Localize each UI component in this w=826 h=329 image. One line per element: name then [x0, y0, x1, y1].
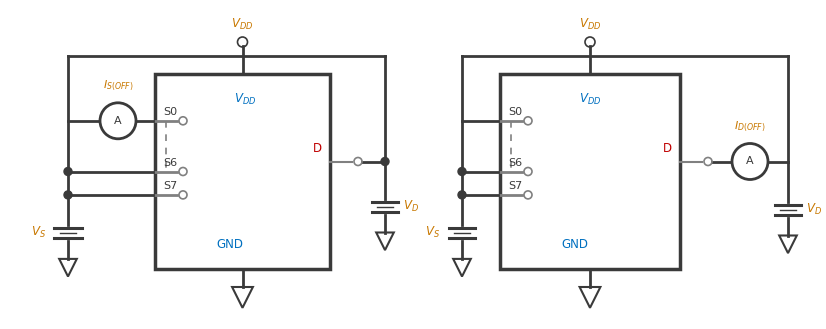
Text: $V_S$: $V_S$ [31, 225, 46, 240]
Circle shape [732, 143, 768, 180]
Text: S7: S7 [508, 181, 522, 191]
Text: A: A [114, 116, 121, 126]
Bar [500, 74, 680, 269]
Text: A: A [746, 157, 754, 166]
Text: S0: S0 [508, 107, 522, 117]
Text: S6: S6 [163, 158, 177, 167]
Bar [155, 74, 330, 269]
Circle shape [458, 191, 466, 199]
Circle shape [381, 158, 389, 165]
Text: $V_{DD}$: $V_{DD}$ [231, 17, 254, 32]
Text: $V_D$: $V_D$ [806, 202, 822, 217]
Text: D: D [313, 142, 322, 156]
Text: $V_{DD}$: $V_{DD}$ [234, 92, 256, 107]
Text: GND: GND [216, 238, 244, 251]
Circle shape [64, 191, 72, 199]
Text: $I_{D(OFF)}$: $I_{D(OFF)}$ [734, 119, 766, 134]
Circle shape [458, 167, 466, 175]
Text: $V_D$: $V_D$ [403, 199, 419, 214]
Text: D: D [663, 142, 672, 156]
Text: S6: S6 [508, 158, 522, 167]
Text: S7: S7 [163, 181, 178, 191]
Text: $V_S$: $V_S$ [425, 225, 440, 240]
Text: $V_{DD}$: $V_{DD}$ [579, 92, 601, 107]
Text: $V_{DD}$: $V_{DD}$ [579, 17, 601, 32]
Circle shape [64, 167, 72, 175]
Text: GND: GND [562, 238, 588, 251]
Text: S0: S0 [163, 107, 177, 117]
Circle shape [100, 103, 136, 139]
Text: $I_{S(OFF)}$: $I_{S(OFF)}$ [102, 78, 133, 93]
